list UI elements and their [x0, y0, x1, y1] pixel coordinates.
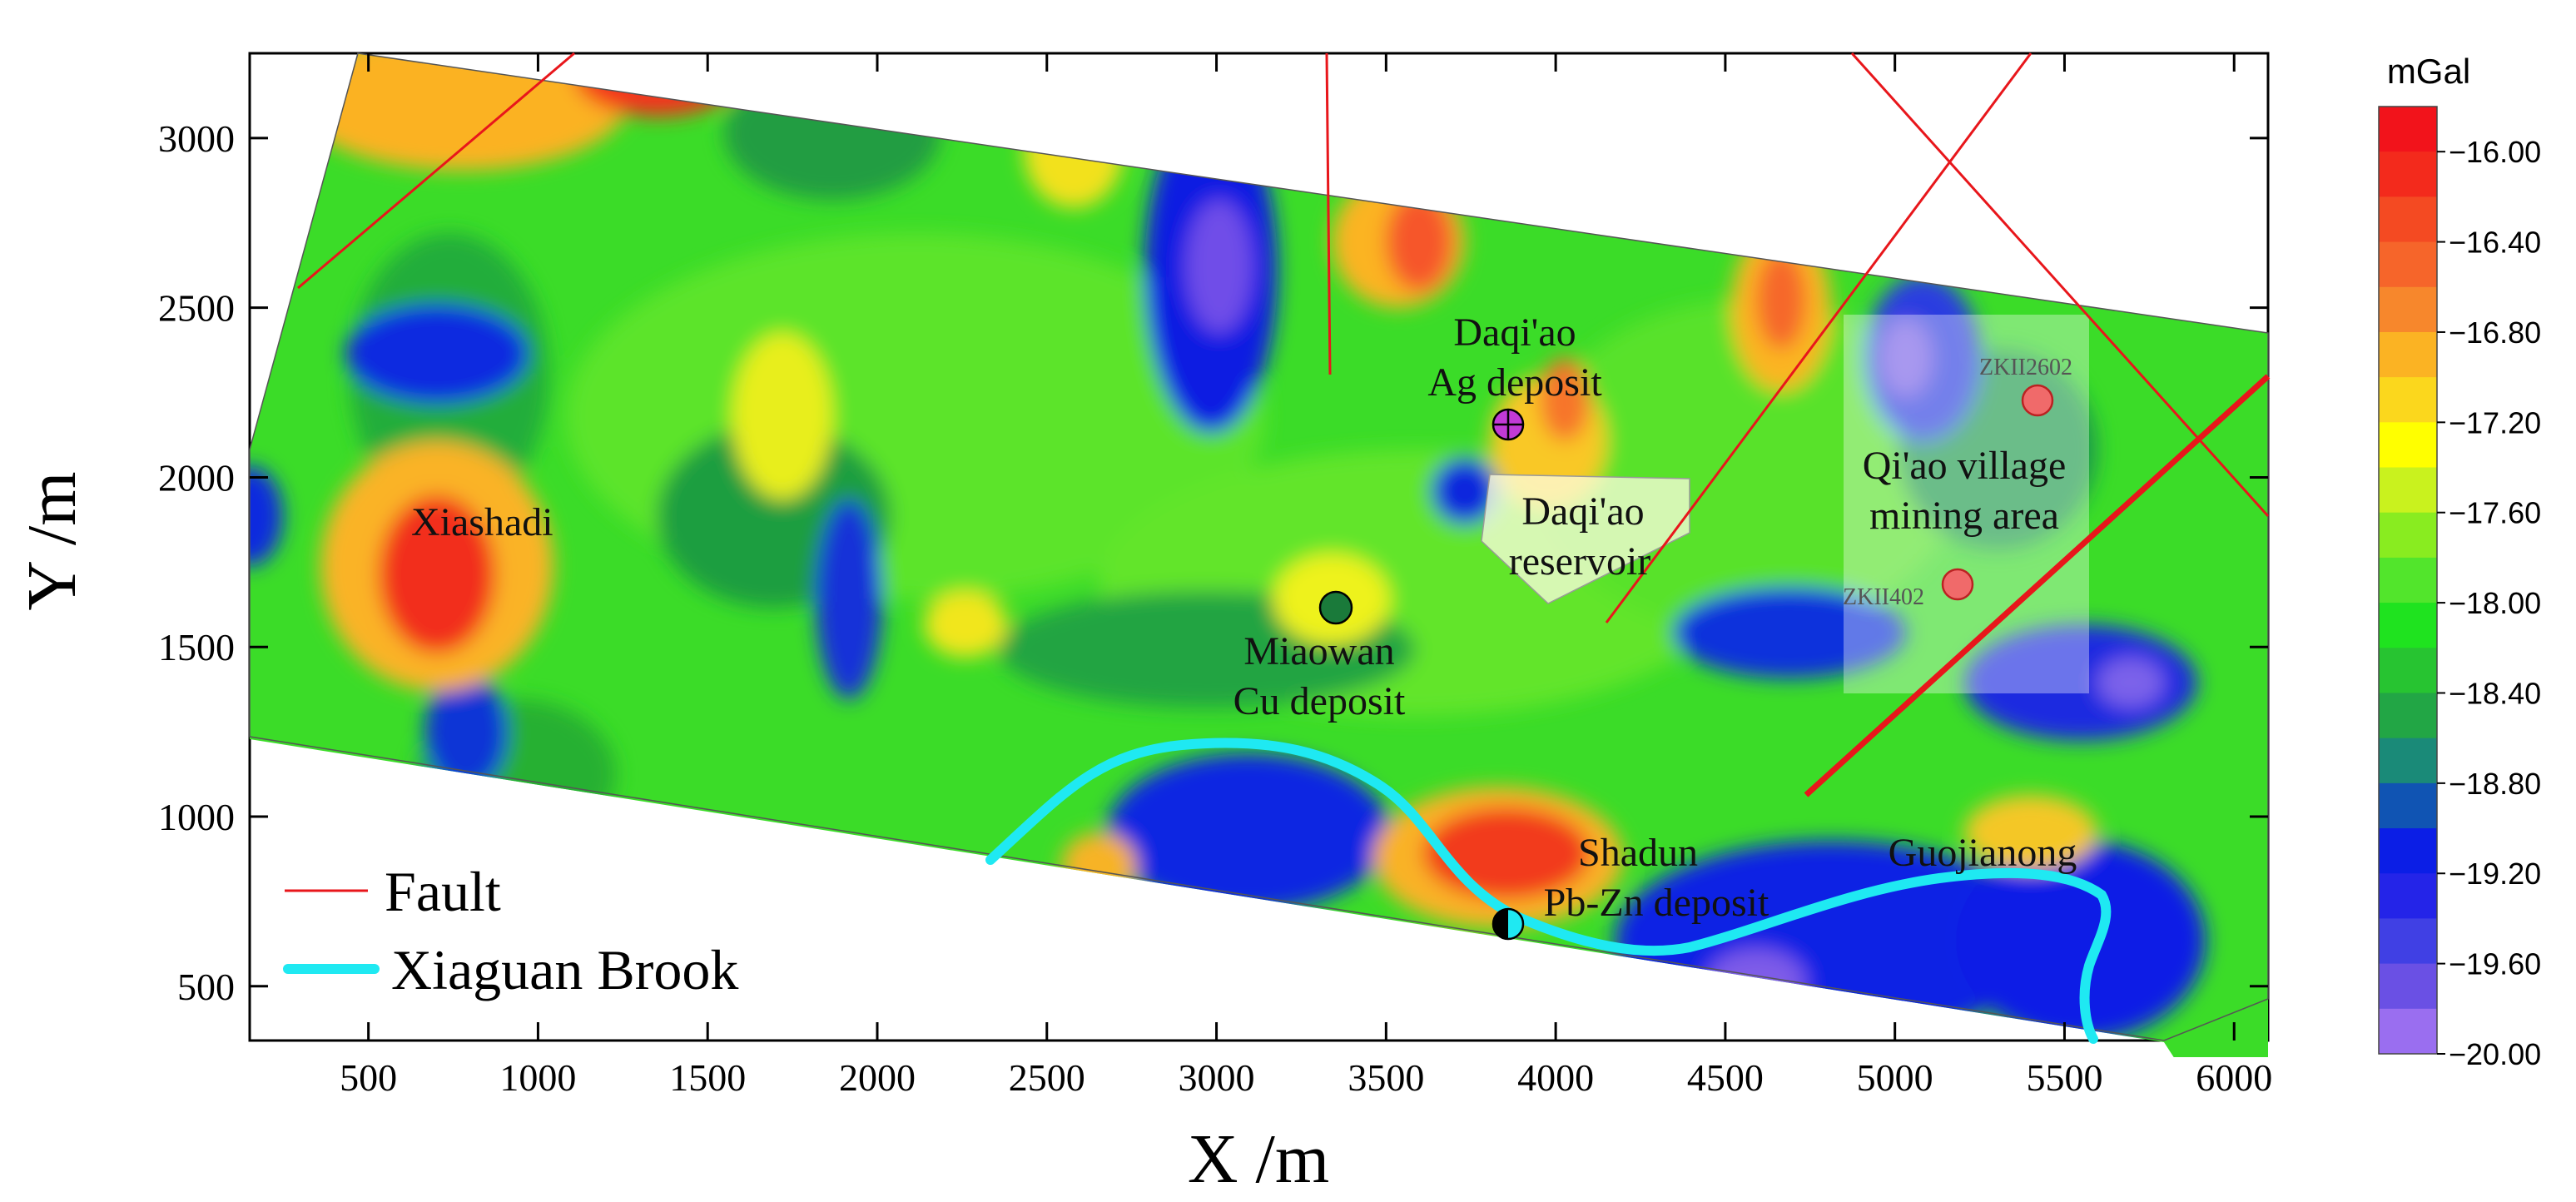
label-miaowan-2: Cu deposit: [1233, 679, 1406, 723]
label-daqiao-ag-2: Ag deposit: [1427, 360, 1602, 405]
y-tick-label: 3000: [158, 117, 235, 160]
colorbar-segment: [2379, 241, 2437, 288]
colorbar-segment: [2379, 512, 2437, 559]
label-shadun-2: Pb-Zn deposit: [1544, 881, 1769, 925]
shadun-pbzn-marker: [1491, 907, 1525, 941]
y-tick-label: 2500: [158, 287, 235, 330]
colorbar-label: −18.80: [2449, 767, 2541, 801]
colorbar-segment: [2379, 648, 2437, 693]
colorbar-segment: [2379, 151, 2437, 197]
colorbar-unit: mGal: [2387, 52, 2470, 91]
x-tick-label: 3000: [1179, 1056, 1255, 1099]
x-tick-label: 4000: [1517, 1056, 1594, 1099]
x-tick-label: 5000: [1857, 1056, 1933, 1099]
miaowan-cu-marker: [1318, 590, 1353, 625]
x-tick-label: 2500: [1009, 1056, 1085, 1099]
y-tick-label: 500: [177, 966, 235, 1008]
label-xiashadi: Xiashadi: [411, 500, 553, 544]
colorbar-label: −18.00: [2449, 586, 2541, 620]
label-zk2602: ZKII2602: [1979, 355, 2072, 380]
x-tick-label: 3500: [1348, 1056, 1424, 1099]
colorbar-segment: [2379, 782, 2437, 829]
colorbar-segment: [2379, 286, 2437, 333]
y-tick-label: 1500: [158, 626, 235, 668]
colorbar-label: −18.40: [2449, 676, 2541, 710]
label-zk402: ZKII402: [1843, 584, 1924, 610]
survey-boundary: [249, 52, 2269, 1041]
colorbar: −16.00 −16.40 −16.80 −17.20 −17.60 −18.00 −18.…: [2378, 106, 2541, 1071]
x-tick-label: 1500: [669, 1056, 746, 1099]
drillhole-zk402-marker: [1941, 568, 1974, 601]
colorbar-border: [2378, 106, 2438, 1055]
drillhole-zk2602-marker: [2021, 384, 2054, 417]
x-tick-label: 2000: [839, 1056, 916, 1099]
colorbar-label: −16.80: [2449, 315, 2541, 350]
colorbar-segment: [2379, 693, 2437, 739]
x-axis: 500 1000 1500 2000 2500 3000 3500 4000 4500 5000 5…: [340, 53, 2272, 1099]
label-qiao-village: Qi'ao village: [1863, 444, 2067, 488]
daqiao-ag-marker: [1491, 408, 1525, 441]
x-tick-label: 500: [340, 1056, 397, 1099]
colorbar-label: −17.60: [2449, 496, 2541, 530]
colorbar-segment: [2379, 828, 2437, 874]
colorbar-label: −16.00: [2449, 135, 2541, 169]
x-tick-label: 1000: [499, 1056, 576, 1099]
label-miaowan: Miaowan: [1243, 629, 1394, 673]
y-tick-label: 1000: [158, 796, 235, 838]
label-guojianong: Guojianong: [1889, 831, 2077, 875]
label-daqiao-reservoir-2: reservoir: [1509, 539, 1651, 584]
colorbar-segment: [2379, 738, 2437, 784]
y-axis: 500 1000 1500 2000 2500 3000: [158, 117, 2268, 1008]
x-axis-title: X /m: [1188, 1120, 1329, 1198]
colorbar-segment: [2379, 918, 2437, 965]
fault-lines: [297, 52, 2271, 797]
colorbar-segment: [2379, 331, 2437, 378]
x-tick-label: 6000: [2196, 1056, 2272, 1099]
colorbar-segment: [2379, 1008, 2437, 1055]
colorbar-label: −19.20: [2449, 857, 2541, 891]
colorbar-label: −16.40: [2449, 226, 2541, 260]
legend-fault-label: Fault: [385, 860, 501, 923]
colorbar-segment: [2379, 873, 2437, 919]
colorbar-segment: [2379, 377, 2437, 423]
colorbar-label: −20.00: [2449, 1037, 2541, 1071]
label-qiao-village-2: mining area: [1869, 494, 2059, 538]
y-axis-title: Y /m: [13, 471, 91, 610]
colorbar-label: −19.60: [2449, 947, 2541, 981]
label-shadun: Shadun: [1578, 831, 1698, 875]
colorbar-segment: [2379, 467, 2437, 514]
colorbar-label: −17.20: [2449, 405, 2541, 440]
label-daqiao-reservoir: Daqi'ao: [1521, 489, 1644, 534]
label-daqiao-ag: Daqi'ao: [1453, 310, 1576, 355]
y-tick-label: 2000: [158, 456, 235, 499]
x-tick-label: 4500: [1687, 1056, 1764, 1099]
colorbar-segment: [2379, 963, 2437, 1010]
colorbar-segment: [2379, 196, 2437, 243]
colorbar-segment: [2379, 603, 2437, 648]
colorbar-segment: [2379, 557, 2437, 603]
legend-brook-label: Xiaguan Brook: [391, 938, 738, 1001]
colorbar-segment: [2379, 422, 2437, 469]
map-legend: Fault Xiaguan Brook: [283, 860, 738, 1001]
xiaguan-brook: [985, 738, 2112, 1044]
colorbar-segment: [2379, 107, 2437, 152]
x-tick-label: 5500: [2026, 1056, 2102, 1099]
